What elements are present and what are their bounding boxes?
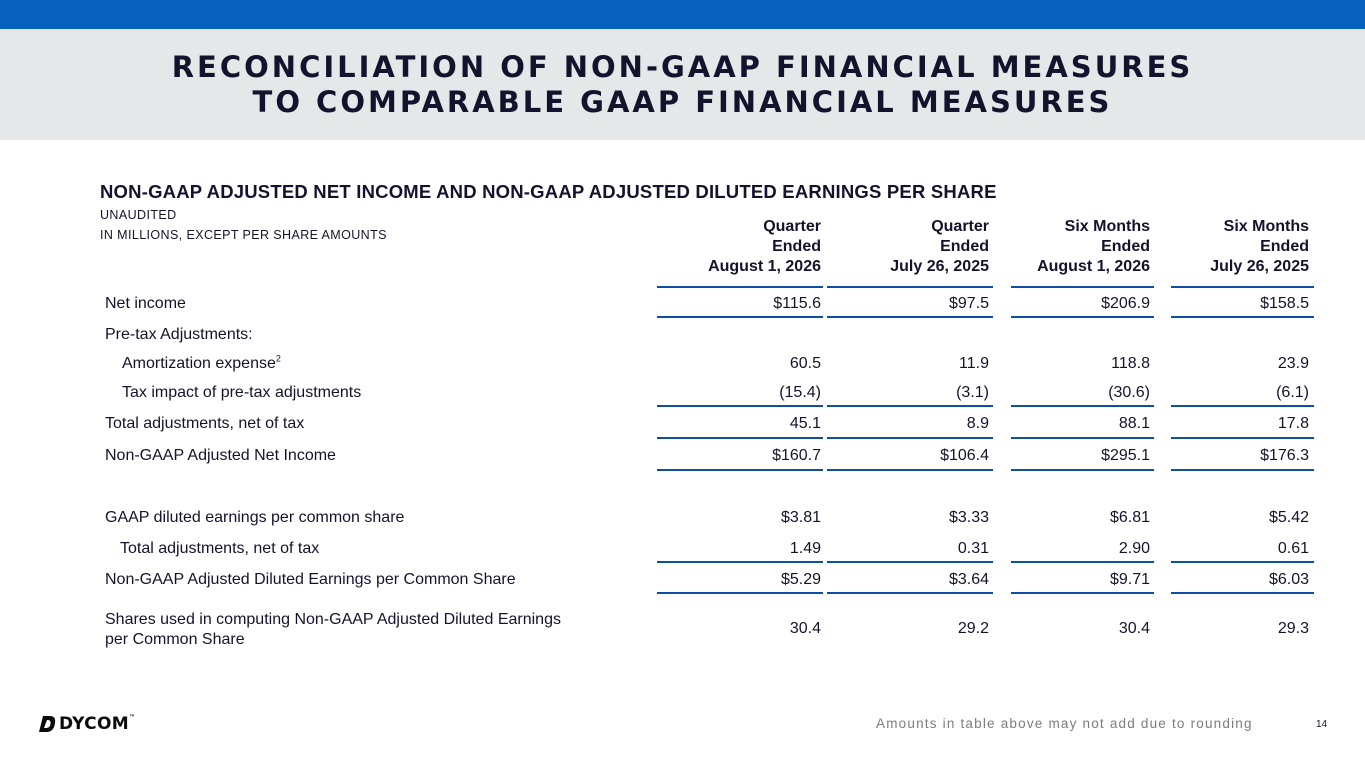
rule (657, 561, 823, 563)
table-cell: 17.8 (1277, 415, 1309, 432)
rule (657, 316, 823, 318)
table-cell: $3.81 (780, 509, 821, 526)
rule (827, 286, 993, 288)
table-cell: $97.5 (948, 295, 989, 312)
footnote-marker: 2 (275, 353, 281, 364)
table-cell: $176.3 (1260, 447, 1309, 464)
column-header-q-2026: Quarter Ended August 1, 2026 (708, 218, 821, 275)
rule (827, 592, 993, 594)
table-cell: $206.9 (1101, 295, 1150, 312)
rule (1011, 316, 1154, 318)
table-cell: 8.9 (966, 415, 989, 432)
table-cell: $3.64 (948, 571, 989, 588)
rule (1011, 405, 1154, 407)
table-cell: 1.49 (789, 540, 821, 557)
dycom-logo-mark-icon (39, 716, 56, 732)
table-cell: $295.1 (1101, 447, 1150, 464)
rule (1011, 286, 1154, 288)
table-cell: $5.29 (780, 571, 821, 588)
table-cell: 88.1 (1118, 415, 1150, 432)
table-cell: (6.1) (1276, 384, 1309, 401)
table-cell: 0.31 (957, 540, 989, 557)
rule (1171, 437, 1314, 439)
rule (1011, 469, 1154, 471)
row-label-adjusted-eps: Non-GAAP Adjusted Diluted Earnings per C… (105, 571, 516, 588)
rule (1011, 437, 1154, 439)
row-label-amortization: Amortization expense2 (122, 353, 281, 372)
rounding-note: Amounts in table above may not add due t… (876, 716, 1253, 731)
table-cell: $115.6 (773, 295, 821, 312)
table-cell: (15.4) (779, 384, 821, 401)
rule (1171, 469, 1314, 471)
table-cell: 30.4 (1118, 620, 1150, 637)
table-cell: 2.90 (1118, 540, 1150, 557)
row-label-shares-used: Shares used in computing Non-GAAP Adjust… (105, 611, 561, 648)
top-accent-bar (0, 0, 1365, 29)
rule (1171, 405, 1314, 407)
subtitle-unaudited: UNAUDITED (100, 208, 177, 222)
row-label-net-income: Net income (105, 295, 186, 312)
row-label-adjusted-net-income: Non-GAAP Adjusted Net Income (105, 447, 336, 464)
table-cell: 45.1 (789, 415, 821, 432)
page-title-line-2: TO COMPARABLE GAAP FINANCIAL MEASURES (252, 84, 1113, 119)
table-cell: $9.71 (1109, 571, 1150, 588)
table-cell: $106.4 (940, 447, 989, 464)
table-cell: $3.33 (948, 509, 989, 526)
rule (827, 561, 993, 563)
rule (1171, 286, 1314, 288)
section-title: NON-GAAP ADJUSTED NET INCOME AND NON-GAA… (100, 181, 997, 202)
rule (1171, 316, 1314, 318)
table-cell: 23.9 (1277, 355, 1309, 372)
table-cell: $6.81 (1109, 509, 1150, 526)
table-cell: 11.9 (959, 355, 989, 372)
rule (1011, 561, 1154, 563)
rule (657, 469, 823, 471)
column-header-q-2025: Quarter Ended July 26, 2025 (890, 218, 989, 275)
column-header-6m-2026: Six Months Ended August 1, 2026 (1037, 218, 1150, 275)
rule (657, 405, 823, 407)
table-cell: $158.5 (1260, 295, 1309, 312)
row-label-total-adjustments-per-share: Total adjustments, net of tax (120, 540, 320, 557)
rule (1171, 561, 1314, 563)
title-band: RECONCILIATION OF NON-GAAP FINANCIAL MEA… (0, 29, 1365, 140)
table-cell: $6.03 (1268, 571, 1309, 588)
row-label-tax-impact: Tax impact of pre-tax adjustments (122, 384, 362, 401)
table-cell: $5.42 (1268, 509, 1309, 526)
dycom-logo: DYCOM™ (37, 714, 135, 734)
table-cell: $160.7 (772, 447, 821, 464)
rule (657, 592, 823, 594)
rule (827, 469, 993, 471)
table-cell: (30.6) (1108, 384, 1150, 401)
table-cell: 118.8 (1111, 355, 1150, 372)
subtitle-units: IN MILLIONS, EXCEPT PER SHARE AMOUNTS (100, 228, 387, 242)
page-number: 14 (1316, 719, 1328, 730)
logo-text: DYCOM™ (59, 714, 136, 734)
table-cell: (3.1) (956, 384, 989, 401)
column-header-6m-2025: Six Months Ended July 26, 2025 (1210, 218, 1309, 275)
page-title-line-1: RECONCILIATION OF NON-GAAP FINANCIAL MEA… (171, 49, 1194, 84)
row-label-pretax-adjustments: Pre-tax Adjustments: (105, 326, 253, 343)
rule (1011, 592, 1154, 594)
rule (657, 286, 823, 288)
row-label-gaap-eps: GAAP diluted earnings per common share (105, 509, 405, 526)
rule (657, 437, 823, 439)
rule (827, 316, 993, 318)
rule (1171, 592, 1314, 594)
rule (827, 405, 993, 407)
table-cell: 30.4 (789, 620, 821, 637)
table-cell: 29.2 (957, 620, 989, 637)
rule (827, 437, 993, 439)
table-cell: 0.61 (1277, 540, 1309, 557)
row-label-total-adjustments: Total adjustments, net of tax (105, 415, 305, 432)
table-cell: 29.3 (1277, 620, 1309, 637)
table-cell: 60.5 (789, 355, 821, 372)
